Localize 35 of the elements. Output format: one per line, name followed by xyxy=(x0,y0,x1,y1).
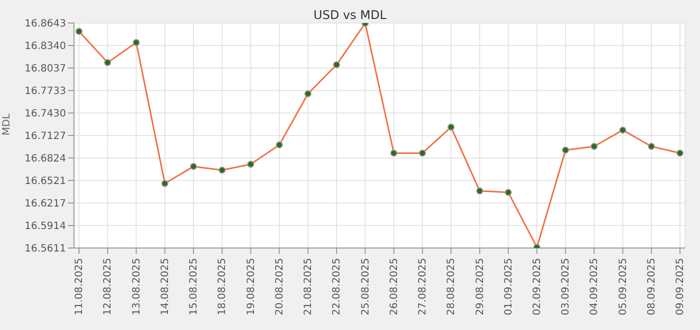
y-tick-label: 16.6824 xyxy=(24,154,66,165)
x-tick-label: 28.08.2025 xyxy=(446,258,458,316)
x-tick-label: 13.08.2025 xyxy=(131,258,142,316)
x-tick-label: 18.08.2025 xyxy=(217,258,228,316)
x-tick-label: 11.08.2025 xyxy=(74,258,86,316)
x-tick-label: 12.08.2025 xyxy=(102,258,114,316)
y-tick-label: 16.8340 xyxy=(24,41,66,52)
x-tick-label: 08.09.2025 xyxy=(646,258,658,316)
y-tick-label: 16.5914 xyxy=(24,221,66,232)
x-tick-label: 22.08.2025 xyxy=(332,258,343,316)
x-tick-label: 19.08.2025 xyxy=(246,258,257,316)
y-tick-label: 16.6521 xyxy=(24,176,66,188)
x-tick-label: 02.09.2025 xyxy=(532,258,544,316)
x-tick-label: 14.08.2025 xyxy=(160,258,171,316)
y-tick-label: 16.8037 xyxy=(24,64,66,75)
y-axis-title: MDL xyxy=(2,113,13,136)
y-tick-label: 16.7127 xyxy=(24,131,66,142)
chart-title: USD vs MDL xyxy=(314,8,386,22)
x-tick-label: 04.09.2025 xyxy=(589,258,600,316)
x-tick-label: 21.08.2025 xyxy=(303,258,314,316)
x-tick-label: 20.08.2025 xyxy=(274,258,286,316)
x-tick-label: 26.08.2025 xyxy=(388,258,400,316)
x-tick-label: 03.09.2025 xyxy=(560,258,572,316)
x-tick-label: 05.09.2025 xyxy=(618,258,629,316)
y-tick-label: 16.8643 xyxy=(24,18,66,30)
x-tick-label: 29.08.2025 xyxy=(474,258,486,316)
x-tick-label: 15.08.2025 xyxy=(188,258,200,316)
y-tick-label: 16.5611 xyxy=(24,244,66,255)
x-tick-label: 09.09.2025 xyxy=(675,258,686,316)
x-tick-label: 25.08.2025 xyxy=(360,258,372,316)
y-tick-label: 16.6217 xyxy=(24,198,66,210)
y-tick-label: 16.7430 xyxy=(24,108,66,120)
x-tick-label: 27.08.2025 xyxy=(418,258,429,316)
y-tick-label: 16.7733 xyxy=(24,86,66,98)
x-tick-label: 01.09.2025 xyxy=(503,258,514,316)
